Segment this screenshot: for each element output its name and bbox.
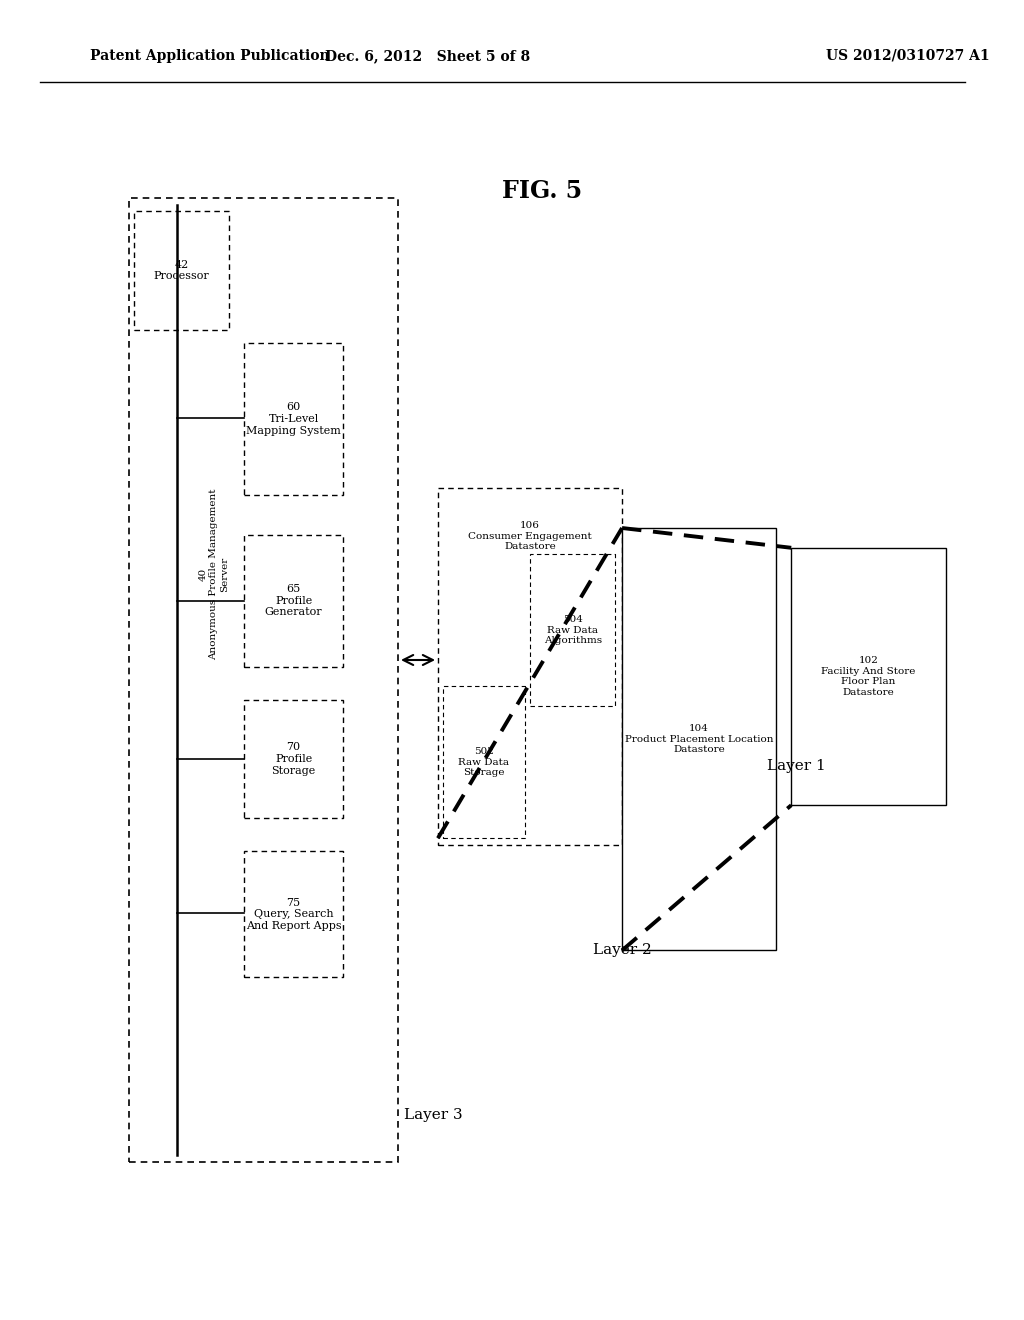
Text: Layer 3: Layer 3: [403, 1109, 462, 1122]
FancyBboxPatch shape: [443, 686, 524, 838]
FancyBboxPatch shape: [244, 535, 343, 667]
Text: 104
Product Placement Location
Datastore: 104 Product Placement Location Datastore: [625, 725, 773, 754]
FancyBboxPatch shape: [134, 211, 229, 330]
FancyBboxPatch shape: [438, 488, 622, 845]
Text: 40
Anonymous Profile Management
Server: 40 Anonymous Profile Management Server: [199, 488, 229, 660]
Text: 65
Profile
Generator: 65 Profile Generator: [265, 583, 323, 618]
FancyBboxPatch shape: [244, 700, 343, 818]
Text: 60
Tri-Level
Mapping System: 60 Tri-Level Mapping System: [246, 403, 341, 436]
FancyBboxPatch shape: [530, 554, 615, 706]
Text: 504
Raw Data
Algorithms: 504 Raw Data Algorithms: [544, 615, 602, 645]
Text: US 2012/0310727 A1: US 2012/0310727 A1: [826, 49, 990, 63]
FancyBboxPatch shape: [129, 198, 398, 1162]
Text: 42
Processor: 42 Processor: [154, 260, 210, 281]
Text: FIG. 5: FIG. 5: [503, 180, 583, 203]
Text: 502
Raw Data
Storage: 502 Raw Data Storage: [458, 747, 509, 777]
FancyBboxPatch shape: [792, 548, 945, 805]
Text: Patent Application Publication: Patent Application Publication: [89, 49, 329, 63]
Text: 75
Query, Search
And Report Apps: 75 Query, Search And Report Apps: [246, 898, 341, 931]
Text: Dec. 6, 2012   Sheet 5 of 8: Dec. 6, 2012 Sheet 5 of 8: [326, 49, 530, 63]
Text: 70
Profile
Storage: 70 Profile Storage: [271, 742, 315, 776]
Text: 106
Consumer Engagement
Datastore: 106 Consumer Engagement Datastore: [468, 521, 592, 552]
FancyBboxPatch shape: [244, 343, 343, 495]
Text: 102
Facility And Store
Floor Plan
Datastore: 102 Facility And Store Floor Plan Datast…: [821, 656, 915, 697]
Text: Layer 2: Layer 2: [593, 944, 651, 957]
FancyBboxPatch shape: [244, 851, 343, 977]
Text: Layer 1: Layer 1: [767, 759, 825, 772]
FancyBboxPatch shape: [622, 528, 776, 950]
